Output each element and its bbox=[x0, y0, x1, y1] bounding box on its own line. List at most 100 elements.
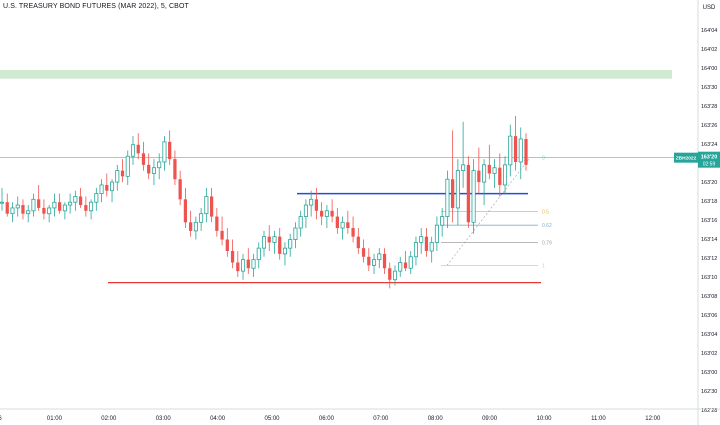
candle-body bbox=[15, 204, 20, 209]
candle-body bbox=[451, 179, 455, 208]
candle-body bbox=[272, 236, 277, 243]
price-tick-label: 162'28 bbox=[701, 408, 717, 414]
candle-body bbox=[372, 259, 377, 266]
candle-body bbox=[183, 199, 188, 223]
time-tick-label: 03:00 bbox=[156, 416, 172, 422]
fib-level-label: 0 bbox=[542, 156, 545, 162]
horizontal-levels[interactable] bbox=[108, 192, 541, 284]
candle-body bbox=[215, 216, 219, 231]
candle-body bbox=[518, 138, 523, 163]
currency-label: USD bbox=[703, 5, 716, 11]
highlight-zones bbox=[0, 70, 672, 79]
price-tick-label: 163'12 bbox=[701, 256, 717, 262]
price-tick-label: 163'24 bbox=[701, 142, 717, 148]
time-tick-label: 10:00 bbox=[536, 416, 552, 422]
fib-retracement[interactable]: 0 0.5 0.62 0.79 1 bbox=[441, 156, 552, 270]
candle-body bbox=[382, 253, 387, 269]
candle-body bbox=[251, 259, 256, 269]
candle-body bbox=[157, 161, 162, 169]
candle-body bbox=[0, 201, 5, 204]
candle-body bbox=[513, 136, 518, 162]
candle-body bbox=[282, 247, 287, 255]
badge-countdown: 02:59 bbox=[703, 162, 716, 168]
price-tick-label: 162'30 bbox=[701, 389, 717, 395]
candle-body bbox=[209, 196, 214, 217]
candle-body bbox=[42, 207, 46, 214]
candle-body bbox=[303, 204, 308, 217]
candle-body bbox=[189, 222, 193, 231]
price-tick-label: 164'02 bbox=[701, 47, 717, 53]
candle-body bbox=[340, 221, 345, 229]
candle-body bbox=[288, 239, 293, 249]
candle-body bbox=[278, 236, 282, 254]
candle-body bbox=[293, 227, 298, 240]
time-tick-label: 05:00 bbox=[264, 416, 280, 422]
candle-body bbox=[330, 210, 334, 217]
candle-body bbox=[230, 251, 235, 263]
price-tick-label: 163'16 bbox=[701, 218, 717, 224]
symbol-title: U.S. TREASURY BOND FUTURES (MAR 2022), 5… bbox=[3, 3, 189, 10]
time-tick-label: 08:00 bbox=[428, 416, 444, 422]
candle-body bbox=[398, 262, 403, 272]
candle-body bbox=[356, 236, 360, 249]
candle-body bbox=[193, 221, 198, 232]
time-tick-label: 01:00 bbox=[47, 416, 63, 422]
time-axis[interactable]: 6 01:00 02:00 03:00 04:00 05:00 06:00 07:00 08:0… bbox=[0, 408, 720, 422]
candle-body bbox=[130, 144, 136, 157]
candle-body bbox=[309, 198, 314, 206]
candle-body bbox=[498, 167, 502, 185]
price-tick-label: 163'18 bbox=[701, 199, 717, 205]
candle-body bbox=[508, 135, 513, 166]
badge-symbol: ZBH2022 bbox=[676, 156, 697, 162]
candle-body bbox=[94, 193, 99, 203]
candle-body bbox=[367, 256, 371, 266]
candle-body bbox=[267, 236, 271, 243]
candle-body bbox=[246, 259, 250, 269]
fib-level-label: 0.79 bbox=[542, 240, 552, 246]
badge-price: 163'20 bbox=[701, 155, 718, 161]
price-tick-label: 163'26 bbox=[701, 123, 717, 129]
candle-body bbox=[429, 242, 434, 252]
candle-body bbox=[377, 253, 382, 261]
candle-body bbox=[440, 216, 445, 226]
price-axis[interactable]: USD 164'04 164'02 164'00 163'30 163'28 163'26 1… bbox=[697, 0, 717, 425]
candle-body bbox=[52, 201, 57, 209]
candle-body bbox=[136, 144, 140, 154]
candle-body bbox=[241, 259, 246, 272]
time-tick-label: 06:00 bbox=[319, 416, 335, 422]
price-tick-label: 163'00 bbox=[701, 370, 717, 376]
candle-body bbox=[455, 170, 460, 209]
price-tick-label: 163'20 bbox=[701, 180, 717, 186]
candle-body bbox=[419, 236, 424, 243]
candle-body bbox=[105, 184, 109, 191]
price-tick-label: 163'02 bbox=[701, 351, 717, 357]
price-tick-label: 163'10 bbox=[701, 275, 717, 281]
candle-body bbox=[524, 139, 528, 165]
candle-body bbox=[346, 222, 350, 229]
price-tick-label: 163'30 bbox=[701, 85, 717, 91]
candle-body bbox=[403, 262, 408, 269]
candle-body bbox=[220, 230, 224, 240]
candle-body bbox=[151, 167, 156, 174]
candle-body bbox=[31, 198, 36, 212]
candle-body bbox=[37, 199, 41, 208]
fib-trend-line bbox=[446, 157, 531, 266]
candle-body bbox=[503, 164, 508, 186]
time-tick-label: 07:00 bbox=[373, 416, 389, 422]
candle-body bbox=[298, 216, 303, 229]
badge-price-bg bbox=[698, 151, 720, 168]
price-tick-label: 163'08 bbox=[701, 294, 717, 300]
price-tick-label: 163'28 bbox=[701, 104, 717, 110]
candle-body bbox=[89, 201, 94, 212]
candle-body bbox=[361, 248, 366, 257]
candle-series bbox=[0, 116, 528, 289]
time-tick-label: 6 bbox=[0, 416, 2, 422]
price-tick-label: 163'06 bbox=[701, 313, 717, 319]
candle-body bbox=[120, 170, 125, 177]
candle-body bbox=[84, 205, 88, 211]
candle-body bbox=[351, 228, 355, 237]
candle-body bbox=[482, 164, 487, 183]
time-tick-label: 12:00 bbox=[645, 416, 661, 422]
candle-body bbox=[168, 141, 172, 160]
